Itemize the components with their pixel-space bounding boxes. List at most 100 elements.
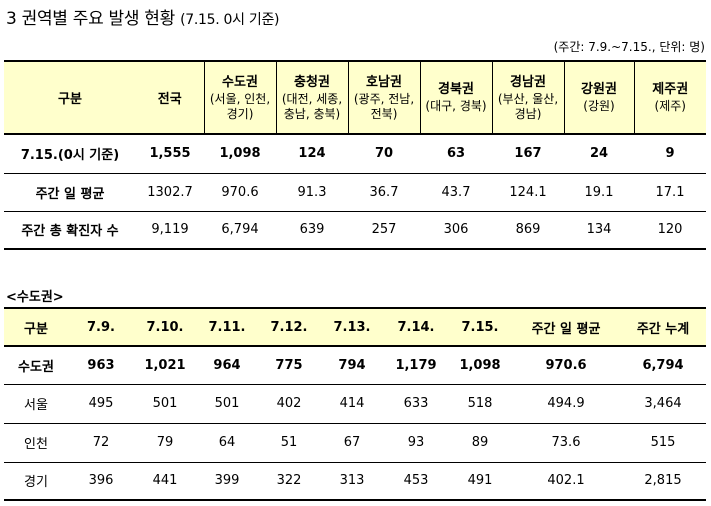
table2-header-row: 구분 7.9. 7.10. 7.11. 7.12. 7.13. 7.14. 7.… bbox=[4, 308, 706, 346]
table-cell: 36.7 bbox=[369, 184, 399, 200]
column-header: 7.15. bbox=[461, 319, 499, 335]
table-row: 경기 396 441 399 322 313 453 491 402.1 2,8… bbox=[4, 462, 706, 500]
table-cell: 124 bbox=[298, 146, 326, 162]
region-header-gangwon: 강원권 (강원) bbox=[563, 61, 634, 134]
table-cell: 6,794 bbox=[642, 357, 684, 373]
table-cell: 501 bbox=[214, 396, 240, 411]
table-cell: 73.6 bbox=[551, 435, 581, 450]
row-label: 수도권 bbox=[18, 359, 54, 375]
table1-header-label: 구분 bbox=[58, 92, 82, 107]
table-cell: 399 bbox=[214, 473, 240, 489]
table-cell: 1,179 bbox=[395, 357, 437, 373]
row-label: 서울 bbox=[24, 398, 48, 413]
table-cell: 124.1 bbox=[509, 184, 547, 200]
table-cell: 1,098 bbox=[219, 146, 261, 162]
column-header: 7.14. bbox=[397, 319, 435, 335]
table-cell: 501 bbox=[152, 396, 178, 411]
title-main: 3 권역별 주요 발생 현황 bbox=[6, 9, 175, 29]
table-cell: 257 bbox=[371, 222, 397, 238]
table-cell: 91.3 bbox=[297, 184, 327, 200]
row-label: 7.15.(0시 기준) bbox=[20, 148, 120, 164]
row-label: 인천 bbox=[24, 437, 48, 452]
table-cell: 89 bbox=[471, 435, 489, 450]
table-cell: 1302.7 bbox=[147, 184, 193, 200]
table-cell: 24 bbox=[589, 146, 609, 162]
table-cell: 9,119 bbox=[151, 222, 189, 238]
table-cell: 639 bbox=[299, 222, 325, 238]
table-cell: 518 bbox=[467, 396, 493, 411]
table-row: 7.15.(0시 기준) 1,555 1,098 124 70 63 167 2… bbox=[4, 134, 706, 173]
column-header: 주간 누계 bbox=[636, 321, 690, 337]
table1-header-nation: 전국 bbox=[157, 92, 182, 107]
row-label: 경기 bbox=[24, 475, 48, 491]
title-sub: (7.15. 0시 기준) bbox=[180, 12, 280, 28]
table-cell: 453 bbox=[403, 473, 429, 489]
table-cell: 70 bbox=[374, 146, 394, 162]
table-cell: 93 bbox=[407, 435, 425, 450]
table-cell: 869 bbox=[515, 222, 541, 238]
table-cell: 396 bbox=[88, 473, 114, 489]
table-cell: 72 bbox=[92, 435, 110, 450]
row-label: 주간 총 확진자 수 bbox=[21, 224, 119, 240]
table-cell: 970.6 bbox=[545, 357, 587, 373]
capital-region-table: 구분 7.9. 7.10. 7.11. 7.12. 7.13. 7.14. 7.… bbox=[4, 307, 706, 501]
regional-summary-table: 구분 전국 수도권 (서울, 인천, 경기) 충청권 (대전, 세종, 충남, 충북) … bbox=[4, 60, 706, 250]
table-cell: 515 bbox=[650, 435, 676, 450]
table-cell: 964 bbox=[213, 357, 241, 373]
table-cell: 79 bbox=[156, 435, 174, 450]
table-row: 주간 일 평균 1302.7 970.6 91.3 36.7 43.7 124.… bbox=[4, 173, 706, 211]
row-label: 주간 일 평균 bbox=[35, 186, 105, 202]
column-header: 구분 bbox=[24, 321, 48, 337]
region-header-honam: 호남권 (광주, 전남, 전북) bbox=[347, 61, 420, 134]
table-cell: 3,464 bbox=[644, 396, 682, 411]
table-cell: 402 bbox=[276, 396, 302, 411]
region-header-gyeongnam: 경남권 (부산, 울산, 경남) bbox=[491, 61, 564, 134]
table-cell: 51 bbox=[280, 435, 298, 450]
table-cell: 167 bbox=[514, 146, 542, 162]
table-cell: 322 bbox=[276, 473, 302, 489]
region-header-chungcheong: 충청권 (대전, 세종, 충남, 충북) bbox=[275, 61, 348, 134]
table-cell: 67 bbox=[343, 435, 361, 450]
table1-header-row: 구분 전국 수도권 (서울, 인천, 경기) 충청권 (대전, 세종, 충남, 충북) … bbox=[4, 61, 706, 134]
table-cell: 6,794 bbox=[221, 222, 259, 238]
region-header-jeju: 제주권 (제주) bbox=[633, 61, 706, 134]
table-cell: 414 bbox=[339, 396, 365, 411]
table-cell: 2,815 bbox=[644, 473, 682, 489]
table-cell: 43.7 bbox=[441, 184, 471, 200]
column-header: 7.12. bbox=[270, 319, 308, 335]
column-header: 7.10. bbox=[146, 319, 184, 335]
table-cell: 120 bbox=[657, 222, 683, 238]
column-header: 7.11. bbox=[208, 319, 246, 335]
column-header: 7.9. bbox=[87, 319, 115, 335]
table-cell: 19.1 bbox=[584, 184, 614, 200]
table-cell: 794 bbox=[338, 357, 366, 373]
table-cell: 1,098 bbox=[459, 357, 501, 373]
table-cell: 17.1 bbox=[655, 184, 685, 200]
table-cell: 306 bbox=[443, 222, 469, 238]
document-title: 3 권역별 주요 발생 현황 (7.15. 0시 기준) bbox=[6, 4, 280, 29]
table-cell: 9 bbox=[665, 146, 675, 162]
table-cell: 313 bbox=[339, 473, 365, 489]
table-cell: 495 bbox=[88, 396, 114, 411]
table-row: 인천 72 79 64 51 67 93 89 73.6 515 bbox=[4, 423, 706, 462]
table-cell: 134 bbox=[586, 222, 612, 238]
table-cell: 64 bbox=[218, 435, 236, 450]
table-cell: 633 bbox=[403, 396, 429, 411]
table-cell: 441 bbox=[152, 473, 178, 489]
section-title-capital: <수도권> bbox=[6, 290, 64, 305]
region-header-gyeongbuk: 경북권 (대구, 경북) bbox=[419, 61, 492, 134]
table-cell: 1,021 bbox=[144, 357, 186, 373]
table-row: 서울 495 501 501 402 414 633 518 494.9 3,4… bbox=[4, 384, 706, 423]
table-cell: 494.9 bbox=[547, 396, 585, 411]
table-cell: 63 bbox=[446, 146, 466, 162]
unit-note: (주간: 7.9.~7.15., 단위: 명) bbox=[553, 40, 705, 54]
table-cell: 1,555 bbox=[149, 146, 191, 162]
table-cell: 491 bbox=[467, 473, 493, 489]
table-cell: 402.1 bbox=[547, 473, 585, 489]
table-row: 수도권 963 1,021 964 775 794 1,179 1,098 97… bbox=[4, 346, 706, 384]
table-cell: 963 bbox=[87, 357, 115, 373]
table-cell: 970.6 bbox=[221, 184, 259, 200]
column-header: 7.13. bbox=[333, 319, 371, 335]
region-header-capital: 수도권 (서울, 인천, 경기) bbox=[203, 61, 276, 134]
column-header: 주간 일 평균 bbox=[531, 321, 601, 337]
